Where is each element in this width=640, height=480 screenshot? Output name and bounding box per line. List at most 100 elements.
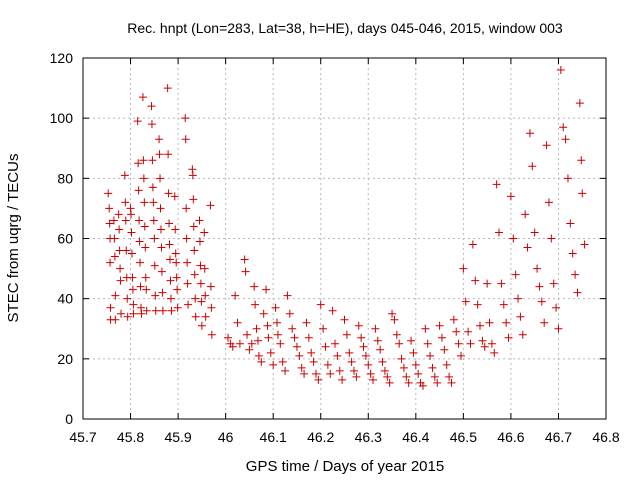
data-point [147, 102, 156, 111]
data-point [521, 210, 530, 219]
data-point [147, 120, 156, 129]
data-point [171, 225, 180, 234]
data-point [166, 294, 175, 303]
data-point [297, 363, 306, 372]
data-point [577, 156, 586, 165]
data-point [167, 306, 176, 315]
data-point [340, 315, 349, 324]
data-point [165, 219, 174, 228]
data-point [171, 249, 180, 258]
data-point [330, 339, 339, 348]
data-point [134, 159, 143, 168]
data-point [123, 294, 132, 303]
data-point [254, 351, 263, 360]
data-point [414, 369, 423, 378]
data-point [157, 243, 166, 252]
data-point [411, 360, 420, 369]
data-point [272, 318, 281, 327]
data-point [166, 276, 175, 285]
data-point [423, 339, 432, 348]
data-point [106, 258, 115, 267]
data-point [259, 309, 268, 318]
data-point [573, 288, 582, 297]
data-point [395, 339, 404, 348]
data-point [224, 333, 233, 342]
data-point [523, 243, 532, 252]
data-point [128, 285, 137, 294]
data-point [359, 342, 368, 351]
data-point [252, 324, 261, 333]
data-point [316, 300, 325, 309]
data-point [537, 297, 546, 306]
data-point [139, 156, 148, 165]
data-point [369, 375, 378, 384]
data-point [184, 300, 193, 309]
data-point [195, 216, 204, 225]
data-point [137, 309, 146, 318]
x-tick-label: 46 [218, 429, 234, 445]
data-point [264, 333, 273, 342]
data-point [276, 339, 285, 348]
data-point [497, 279, 506, 288]
data-point [251, 300, 260, 309]
data-point [257, 357, 266, 366]
data-point [158, 288, 167, 297]
data-point [120, 171, 129, 180]
data-point [483, 279, 492, 288]
data-point [128, 273, 137, 282]
y-tick-labels: 0 20 40 60 80 100 120 [50, 50, 74, 427]
data-point [511, 270, 520, 279]
data-point [571, 270, 580, 279]
data-point [127, 210, 136, 219]
data-point [281, 366, 290, 375]
data-point [104, 189, 113, 198]
data-point [385, 378, 394, 387]
data-point [533, 264, 542, 273]
data-point [173, 285, 182, 294]
data-point [138, 93, 147, 102]
x-tick-label: 46.4 [402, 429, 429, 445]
x-tick-label: 45.7 [69, 429, 96, 445]
data-point [136, 258, 145, 267]
data-point [304, 333, 313, 342]
data-point [188, 171, 197, 180]
x-tick-label: 46.3 [355, 429, 382, 445]
data-point [262, 285, 271, 294]
data-point [122, 246, 131, 255]
data-point [207, 330, 216, 339]
data-point [342, 330, 351, 339]
data-point [243, 330, 252, 339]
data-point [235, 339, 244, 348]
data-point [283, 291, 292, 300]
data-point [442, 360, 451, 369]
data-point [561, 135, 570, 144]
data-point [302, 318, 311, 327]
data-point [241, 267, 250, 276]
data-point [151, 291, 160, 300]
data-point [514, 294, 523, 303]
data-point [115, 225, 124, 234]
data-point [338, 375, 347, 384]
data-point [190, 246, 199, 255]
data-point [150, 234, 159, 243]
data-point [502, 318, 511, 327]
data-point [134, 186, 143, 195]
data-point [290, 333, 299, 342]
data-point [173, 303, 182, 312]
data-points [104, 66, 589, 390]
data-point [392, 330, 401, 339]
data-point [518, 330, 527, 339]
data-point [196, 261, 205, 270]
data-point [197, 297, 206, 306]
data-point [105, 219, 114, 228]
data-point [361, 351, 370, 360]
data-point [140, 222, 149, 231]
data-point [440, 345, 449, 354]
data-point [129, 300, 138, 309]
data-point [288, 324, 297, 333]
data-point [140, 198, 149, 207]
data-point [183, 279, 192, 288]
data-point [311, 369, 320, 378]
data-point [148, 183, 157, 192]
data-point [568, 249, 577, 258]
